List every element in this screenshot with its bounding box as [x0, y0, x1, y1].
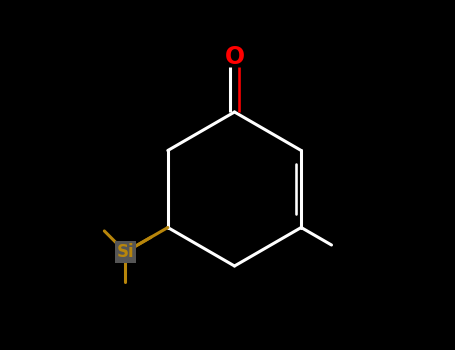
Text: O: O — [224, 45, 245, 69]
Text: Si: Si — [116, 243, 134, 261]
